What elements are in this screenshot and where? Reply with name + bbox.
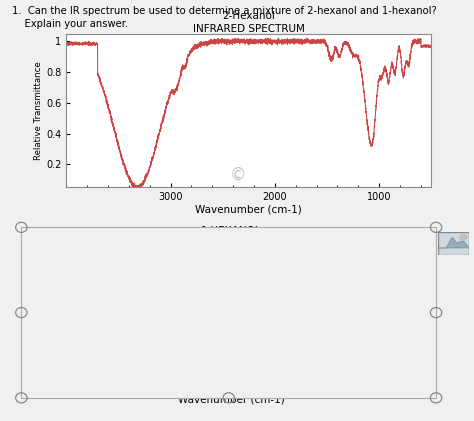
Circle shape [459,234,467,240]
Y-axis label: Transmittance: Transmittance [32,282,41,343]
Text: ©: © [229,166,246,184]
Polygon shape [438,237,469,248]
Title: INFRARED SPECTRUM: INFRARED SPECTRUM [193,24,305,34]
Text: Explain your answer.: Explain your answer. [12,19,128,29]
Title: INFRARED SPECTRUM: INFRARED SPECTRUM [175,238,287,248]
Y-axis label: Relative Transmittance: Relative Transmittance [34,61,43,160]
Text: 1-HEXANOL: 1-HEXANOL [201,226,261,236]
Text: 2-Hexanol: 2-Hexanol [222,11,275,21]
X-axis label: Wavenumber (cm-1): Wavenumber (cm-1) [195,205,302,215]
Text: 1.  Can the IR spectrum be used to determine a mixture of 2-hexanol and 1-hexano: 1. Can the IR spectrum be used to determ… [12,6,437,16]
X-axis label: Wavenumber (cm-1): Wavenumber (cm-1) [178,394,284,405]
